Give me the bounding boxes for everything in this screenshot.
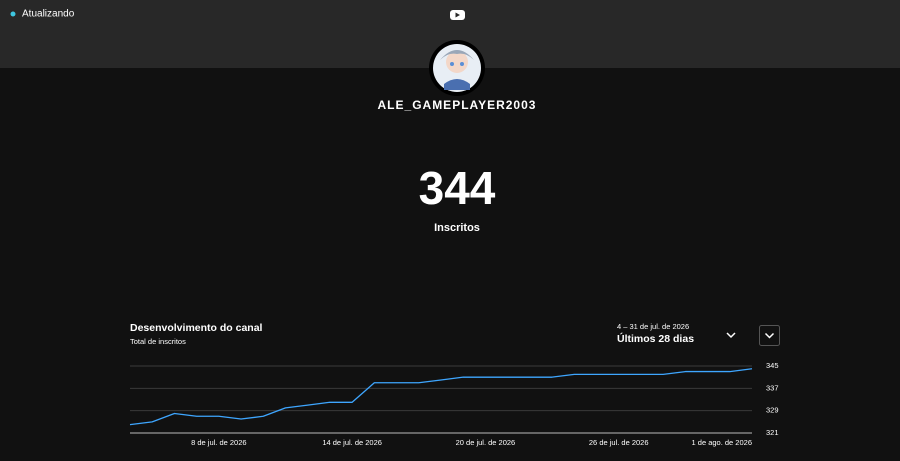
y-tick-label: 337: [766, 383, 779, 392]
subscriber-label: Inscritos: [434, 222, 480, 234]
avatar: [429, 40, 485, 96]
y-tick-label: 321: [766, 428, 779, 437]
chevron: [726, 332, 736, 339]
youtube-play: [455, 12, 460, 18]
subscriber-count: 344: [419, 162, 496, 214]
status-dot: [10, 11, 16, 17]
chart-subtitle: Total de inscritos: [130, 337, 186, 346]
youtube-icon[interactable]: [450, 10, 465, 20]
expand-button[interactable]: [759, 325, 780, 346]
avatar-hair: [440, 50, 474, 60]
date-range: 4 – 31 de jul. de 2026: [617, 322, 689, 331]
x-tick-label: 26 de jul. de 2026: [589, 438, 649, 447]
period-dropdown[interactable]: [726, 332, 736, 339]
x-tick-label: 1 de ago. de 2026: [692, 438, 752, 447]
chart-title: Desenvolvimento do canal: [130, 322, 263, 334]
period: Últimos 28 dias: [617, 332, 694, 345]
avatar-eye: [460, 62, 464, 66]
button-frame: [759, 325, 780, 346]
x-tick-label: 14 de jul. de 2026: [322, 438, 382, 447]
avatar-face: [446, 51, 468, 73]
line: [129, 368, 753, 426]
avatar-eye: [450, 62, 454, 66]
y-tick-label: 345: [766, 361, 779, 370]
x-tick-label: 20 de jul. de 2026: [456, 438, 516, 447]
avatar-body: [444, 79, 470, 90]
y-tick-label: 329: [766, 406, 779, 415]
channel-name: ALE_GAMEPLAYER2003: [378, 98, 537, 112]
x-tick-label: 8 de jul. de 2026: [191, 438, 246, 447]
chevron: [764, 332, 775, 339]
status-text: Atualizando: [22, 9, 75, 20]
